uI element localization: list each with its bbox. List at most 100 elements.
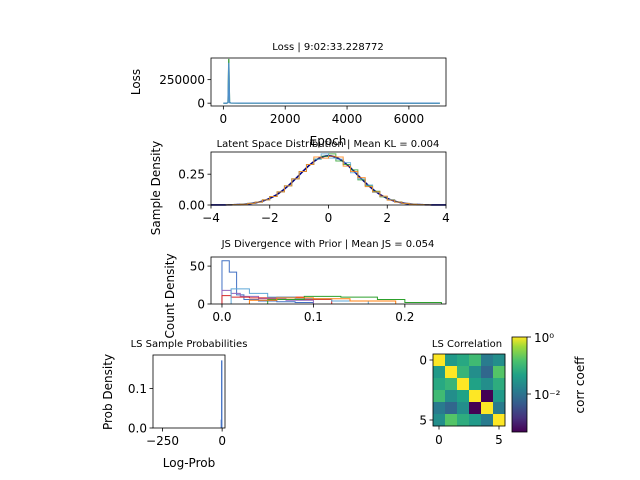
corr-cell <box>445 378 458 391</box>
corr-cell <box>493 366 506 379</box>
x-tick-label: 2 <box>383 211 391 225</box>
x-tick-label: 0 <box>218 434 226 448</box>
x-tick-label: 6000 <box>394 112 425 126</box>
x-tick-label: −2 <box>261 211 279 225</box>
y-tick-label: 0.25 <box>178 168 205 182</box>
corr-cell <box>457 378 470 391</box>
y-tick-label: 250000 <box>159 73 205 87</box>
y-tick-label: 0.0 <box>128 422 147 436</box>
js-ticks: 0.0 0.1 0.2 0 50 <box>190 260 415 324</box>
y-tick-label: 0 <box>197 298 205 312</box>
colorbar <box>511 336 528 433</box>
loss-line <box>223 58 440 104</box>
corr-cell <box>445 366 458 379</box>
x-tick-label: 0.1 <box>304 310 323 324</box>
corr-cell <box>445 414 458 427</box>
corr-cell <box>469 378 482 391</box>
sample-hist-step <box>225 153 432 206</box>
x-tick-label: 2000 <box>270 112 301 126</box>
corr-cell <box>457 414 470 427</box>
loss-line <box>223 62 440 104</box>
y-tick-label: 5 <box>419 414 427 428</box>
corr-cell <box>433 402 446 415</box>
y-tick-label: 0.00 <box>178 199 205 213</box>
sample-hist-step <box>225 155 432 206</box>
prob-xlabel: Log-Prob <box>163 456 215 470</box>
prob-axes <box>152 354 226 429</box>
colorbar-tick-top: 10⁰ <box>534 331 554 345</box>
corr-cell <box>493 390 506 403</box>
loss-xlabel: Epoch <box>310 134 347 148</box>
corr-cell <box>493 378 506 391</box>
corr-cell <box>457 354 470 367</box>
loss-axes <box>210 57 447 107</box>
corr-cell <box>481 390 494 403</box>
corr-cell <box>445 354 458 367</box>
corr-heatmap <box>433 354 506 427</box>
latent-title: Latent Space Distribution | Mean KL = 0.… <box>217 139 440 150</box>
corr-cell <box>469 354 482 367</box>
js-hist-step <box>221 260 314 304</box>
y-tick-label: 0.1 <box>128 382 147 396</box>
x-tick-label: 4000 <box>332 112 363 126</box>
colorbar-label: corr coeff <box>573 356 587 414</box>
x-tick-label: 0 <box>435 433 443 447</box>
corr-cell <box>457 366 470 379</box>
corr-cell <box>433 366 446 379</box>
corr-cell <box>469 402 482 415</box>
prior-pdf-line <box>210 155 447 206</box>
loss-panel: Loss | 9:02:33.228772 0 2000 4000 6000 0 2500… <box>129 42 447 148</box>
corr-cell <box>481 366 494 379</box>
x-tick-label: 0.2 <box>395 310 414 324</box>
js-hist-step <box>267 295 442 304</box>
y-tick-label: 50 <box>190 260 205 274</box>
x-tick-label: −4 <box>202 211 220 225</box>
js-axes <box>210 256 447 305</box>
corr-cell <box>469 390 482 403</box>
js-hist-step <box>221 295 333 304</box>
sample-hist-step <box>225 153 432 206</box>
latent-series <box>210 153 447 206</box>
corr-cell <box>457 402 470 415</box>
js-series <box>221 260 442 304</box>
x-tick-label: 0 <box>325 211 333 225</box>
js-ylabel: Count Density <box>163 253 177 338</box>
corr-cell <box>457 390 470 403</box>
latent-axes <box>210 151 447 206</box>
x-tick-label: 0 <box>220 112 228 126</box>
latent-panel: −4 −2 0 2 4 0.00 0.25 Latent Space Distributio… <box>149 139 450 235</box>
prob-title: LS Sample Probabilities <box>131 339 248 350</box>
js-hist-step <box>230 288 369 304</box>
corr-cell <box>433 414 446 427</box>
corr-cell <box>469 366 482 379</box>
js-hist-step <box>221 289 314 304</box>
loss-series <box>223 58 440 104</box>
latent-ticks: −4 −2 0 2 4 0.00 0.25 <box>178 168 450 225</box>
js-hist-step <box>248 297 397 304</box>
corr-cell <box>433 354 446 367</box>
x-tick-label: 0.0 <box>212 310 231 324</box>
y-tick-label: 0 <box>419 354 427 368</box>
corr-cell <box>481 414 494 427</box>
corr-cell <box>481 354 494 367</box>
js-title: JS Divergence with Prior | Mean JS = 0.0… <box>221 239 435 250</box>
corr-axes <box>432 353 506 427</box>
y-tick-label: 0 <box>197 97 205 111</box>
js-panel: 0.0 0.1 0.2 0 50 JS Divergence with Prior | … <box>163 239 447 339</box>
corr-cell <box>445 390 458 403</box>
corr-cell <box>433 378 446 391</box>
corr-cell <box>445 402 458 415</box>
prob-ticks: −250 0 0.0 0.1 <box>128 382 226 448</box>
loss-title: Loss | 9:02:33.228772 <box>272 42 384 53</box>
colorbar-tick-mid: 10⁻² <box>534 388 561 402</box>
corr-cell <box>493 414 506 427</box>
x-tick-label: 5 <box>495 433 503 447</box>
corr-cell <box>493 354 506 367</box>
x-tick-label: 4 <box>442 211 450 225</box>
prob-ylabel: Prob Density <box>101 354 115 430</box>
prob-panel: −250 0 0.0 0.1 LS Sample Probabilities Prob… <box>101 339 247 470</box>
loss-ticks: 0 2000 4000 6000 0 250000 <box>159 73 424 126</box>
